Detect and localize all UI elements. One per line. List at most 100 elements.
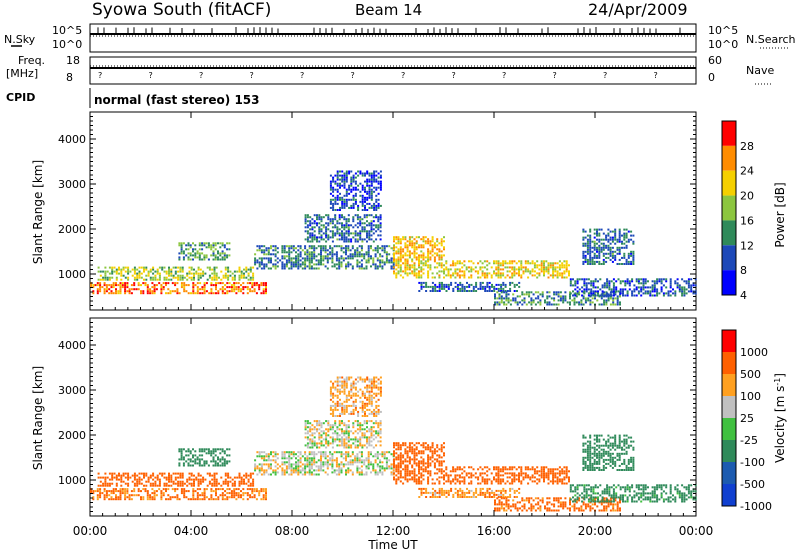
data-cell [318,438,321,441]
data-cell [231,278,234,281]
data-cell [170,480,173,483]
data-cell [113,270,116,273]
data-cell [345,394,348,397]
data-cell [345,188,348,191]
data-cell [322,430,325,433]
data-cell [212,252,215,255]
data-cell [119,492,122,495]
data-cell [274,263,277,266]
data-cell [196,252,199,255]
data-cell [443,240,445,243]
data-cell [258,494,261,497]
data-cell [385,467,388,470]
data-cell [306,236,309,239]
data-cell [146,496,149,499]
data-cell [440,244,443,247]
data-cell [598,254,601,257]
data-cell [174,272,177,275]
data-cell [486,281,489,284]
data-cell [310,267,313,270]
data-cell [488,262,491,265]
data-cell [219,258,222,261]
data-cell [336,415,339,417]
power-colorbar-tick: 12 [740,239,754,252]
data-cell [674,292,677,295]
data-cell [612,301,615,304]
data-cell [99,480,102,483]
data-cell [336,196,339,199]
data-cell [609,248,612,251]
data-cell [178,242,181,245]
data-cell [334,438,337,441]
data-cell [347,444,350,447]
data-cell [565,268,568,271]
data-cell [360,459,363,462]
data-cell [429,240,432,243]
data-cell [343,184,346,187]
data-cell [327,222,330,225]
data-cell [359,406,362,409]
data-cell [345,428,348,431]
data-cell [165,490,167,493]
data-cell [600,248,603,251]
data-cell [540,260,543,263]
data-cell [126,286,129,289]
data-cell [228,254,231,257]
data-cell [356,428,359,431]
data-cell [245,270,248,273]
data-cell [527,276,530,279]
data-cell [565,270,568,273]
data-cell [413,274,416,277]
data-cell [247,478,250,481]
data-cell [621,240,623,243]
data-cell [214,256,217,259]
data-cell [329,245,332,248]
data-cell [354,255,357,258]
freq-marker: ? [603,71,607,80]
data-cell [427,242,430,245]
data-cell [589,238,592,241]
data-cell [370,247,372,250]
data-cell [399,470,402,473]
data-cell [260,245,263,248]
data-cell [361,174,364,177]
data-cell [334,182,337,185]
data-cell [377,424,380,427]
data-cell [94,490,97,493]
data-cell [571,299,574,302]
data-cell [341,206,344,209]
data-cell [327,216,330,219]
data-cell [418,466,420,469]
data-cell [199,288,202,291]
data-cell [341,422,343,425]
data-cell [345,170,348,173]
data-cell [152,268,155,271]
data-cell [527,262,530,265]
data-cell [424,264,427,267]
data-cell [254,259,257,262]
data-cell [418,246,420,249]
data-cell [153,490,156,493]
data-cell [370,192,373,195]
data-cell [105,286,108,289]
data-cell [144,282,147,285]
data-cell [589,246,592,249]
data-cell [214,248,217,251]
data-cell [162,288,165,291]
data-cell [420,238,423,241]
data-cell [128,494,131,497]
data-cell [263,471,266,474]
data-cell [350,438,353,441]
data-cell [237,282,240,285]
data-cell [329,428,332,431]
data-cell [224,274,227,277]
data-cell [304,465,307,468]
data-cell [304,214,307,217]
data-cell [359,442,362,445]
data-cell [329,202,332,205]
data-cell [350,386,353,389]
data-cell [678,286,681,289]
data-cell [438,248,441,251]
data-cell [366,442,368,445]
data-cell [374,459,377,462]
